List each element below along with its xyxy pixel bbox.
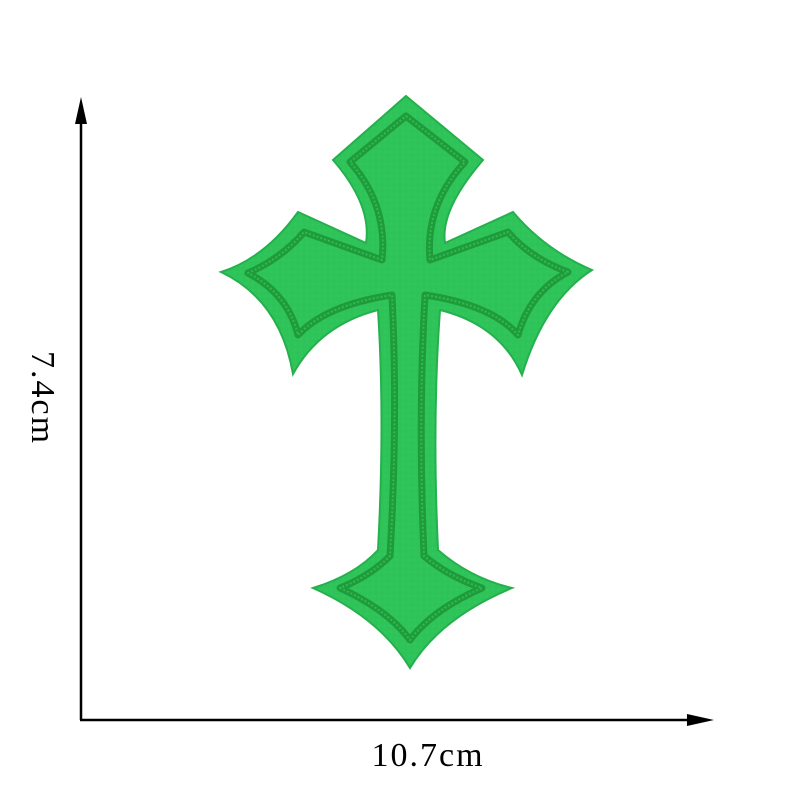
height-label: 7.4cm: [24, 350, 61, 446]
width-arrow: [80, 714, 714, 726]
height-arrow: [75, 97, 87, 720]
width-label: 10.7cm: [371, 737, 485, 774]
gothic-cross-patch-icon: [218, 94, 595, 670]
